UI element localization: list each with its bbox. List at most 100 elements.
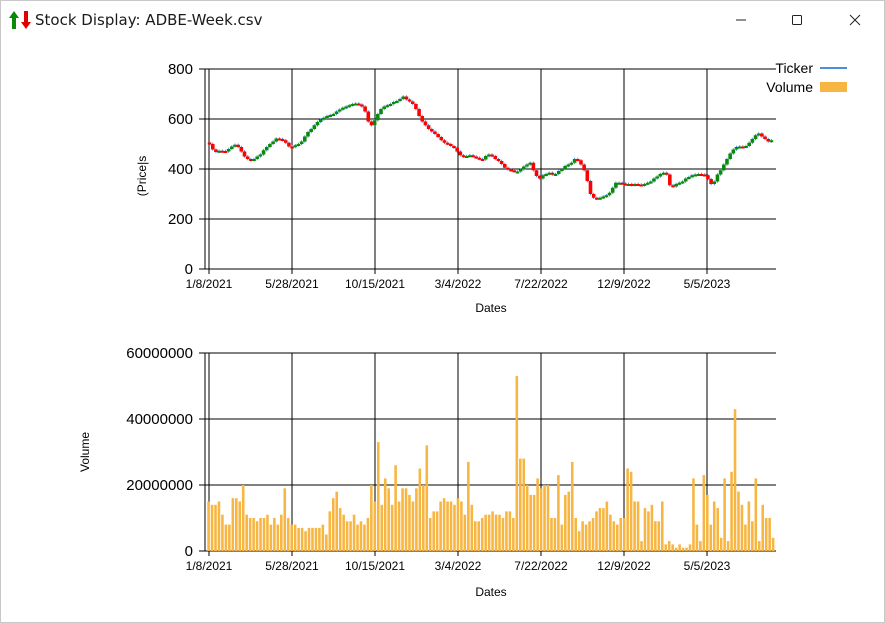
x-tick-label: 1/8/2021 <box>186 277 233 291</box>
volume-bar <box>311 527 314 551</box>
x-tick-label: 10/15/2021 <box>345 559 405 573</box>
volume-bar <box>325 534 328 551</box>
candle-body <box>693 174 698 177</box>
candle-body <box>690 175 694 178</box>
candle-body <box>274 138 279 142</box>
volume-bar <box>751 521 754 551</box>
candle-body <box>626 184 631 186</box>
volume-bar <box>726 541 730 551</box>
volume-bar <box>629 471 633 551</box>
close-button[interactable] <box>832 1 878 39</box>
x-tick-label: 5/5/2023 <box>684 277 731 291</box>
candle-body <box>325 116 329 118</box>
candle-body <box>753 135 758 139</box>
volume-bar <box>370 485 373 551</box>
volume-bar <box>214 504 217 551</box>
volume-bar <box>491 511 494 551</box>
candle-body <box>642 184 647 186</box>
volume-bar <box>557 475 560 551</box>
volume-bar <box>591 518 595 551</box>
x-tick-label: 1/8/2021 <box>186 559 233 573</box>
candle-body <box>760 133 764 137</box>
candle-body <box>541 175 545 179</box>
volume-bar <box>380 504 384 551</box>
candle-body <box>522 166 526 170</box>
candle-body <box>699 174 704 176</box>
window-title: Stock Display: ADBE-Week.csv <box>35 11 263 29</box>
candle-body <box>360 104 364 107</box>
candle-body <box>401 96 406 99</box>
y-tick-label: 200 <box>168 211 193 228</box>
legend-label: Volume <box>766 79 813 95</box>
candle-body <box>506 167 510 170</box>
candle-body <box>461 155 466 158</box>
volume-bar <box>512 518 515 551</box>
volume-bar <box>723 478 726 551</box>
volume-bar <box>553 518 557 551</box>
volume-bar <box>411 501 415 551</box>
candle-body <box>677 182 682 185</box>
volume-bar <box>356 524 359 551</box>
candle-body <box>410 101 415 104</box>
candle-body <box>233 144 237 147</box>
candle-body <box>610 187 615 193</box>
candle-body <box>658 174 663 177</box>
volume-bar <box>685 547 688 551</box>
candle-body <box>271 141 275 144</box>
candle-body <box>356 103 361 106</box>
candle-body <box>255 156 259 159</box>
candle-body <box>391 102 396 104</box>
volume-bar <box>383 478 387 551</box>
candle-body <box>429 129 434 132</box>
y-tick-label: 600 <box>168 111 193 128</box>
candle-body <box>426 125 431 129</box>
candle-body <box>614 182 618 188</box>
candle-body <box>722 164 726 171</box>
volume-bar <box>345 521 349 551</box>
maximize-icon <box>792 15 802 25</box>
volume-bar <box>757 541 761 551</box>
volume-bar <box>699 541 702 551</box>
candle-body <box>709 179 713 184</box>
candle-body <box>420 116 425 122</box>
volume-bar <box>484 514 487 551</box>
candle-body <box>655 176 659 179</box>
volume-bar <box>615 524 619 551</box>
candle-body <box>702 174 707 177</box>
volume-bar <box>650 504 654 551</box>
volume-bar <box>297 527 300 551</box>
volume-bar <box>321 524 325 551</box>
candle-body <box>718 170 723 175</box>
volume-bar <box>255 521 259 551</box>
candle-body <box>734 147 739 150</box>
candle-body <box>283 140 288 143</box>
candle-body <box>575 159 580 161</box>
candle-body <box>217 150 221 153</box>
x-tick-label: 5/5/2023 <box>684 559 731 573</box>
maximize-button[interactable] <box>774 1 820 39</box>
volume-bar <box>612 521 616 551</box>
candle-body <box>560 169 564 171</box>
volume-bar <box>259 518 262 551</box>
volume-bar <box>349 521 352 551</box>
candle-body <box>207 142 212 145</box>
x-tick-label: 3/4/2022 <box>435 559 482 573</box>
candle-body <box>252 159 256 161</box>
volume-bar <box>501 518 505 551</box>
x-axis-label: Dates <box>475 585 506 599</box>
candle-body <box>674 184 678 187</box>
volume-bar <box>286 518 290 551</box>
volume-bar <box>217 501 221 551</box>
candle-body <box>407 99 412 102</box>
candle-body <box>299 141 304 144</box>
volume-bar <box>681 547 685 551</box>
volume-bar <box>359 521 363 551</box>
title-bar[interactable]: Stock Display: ADBE-Week.csv <box>1 1 884 39</box>
close-icon <box>849 14 861 26</box>
volume-bar <box>435 511 439 551</box>
volume-bar <box>387 488 390 551</box>
volume-bar <box>712 501 716 551</box>
minimize-button[interactable] <box>718 1 764 39</box>
candle-body <box>417 109 421 116</box>
